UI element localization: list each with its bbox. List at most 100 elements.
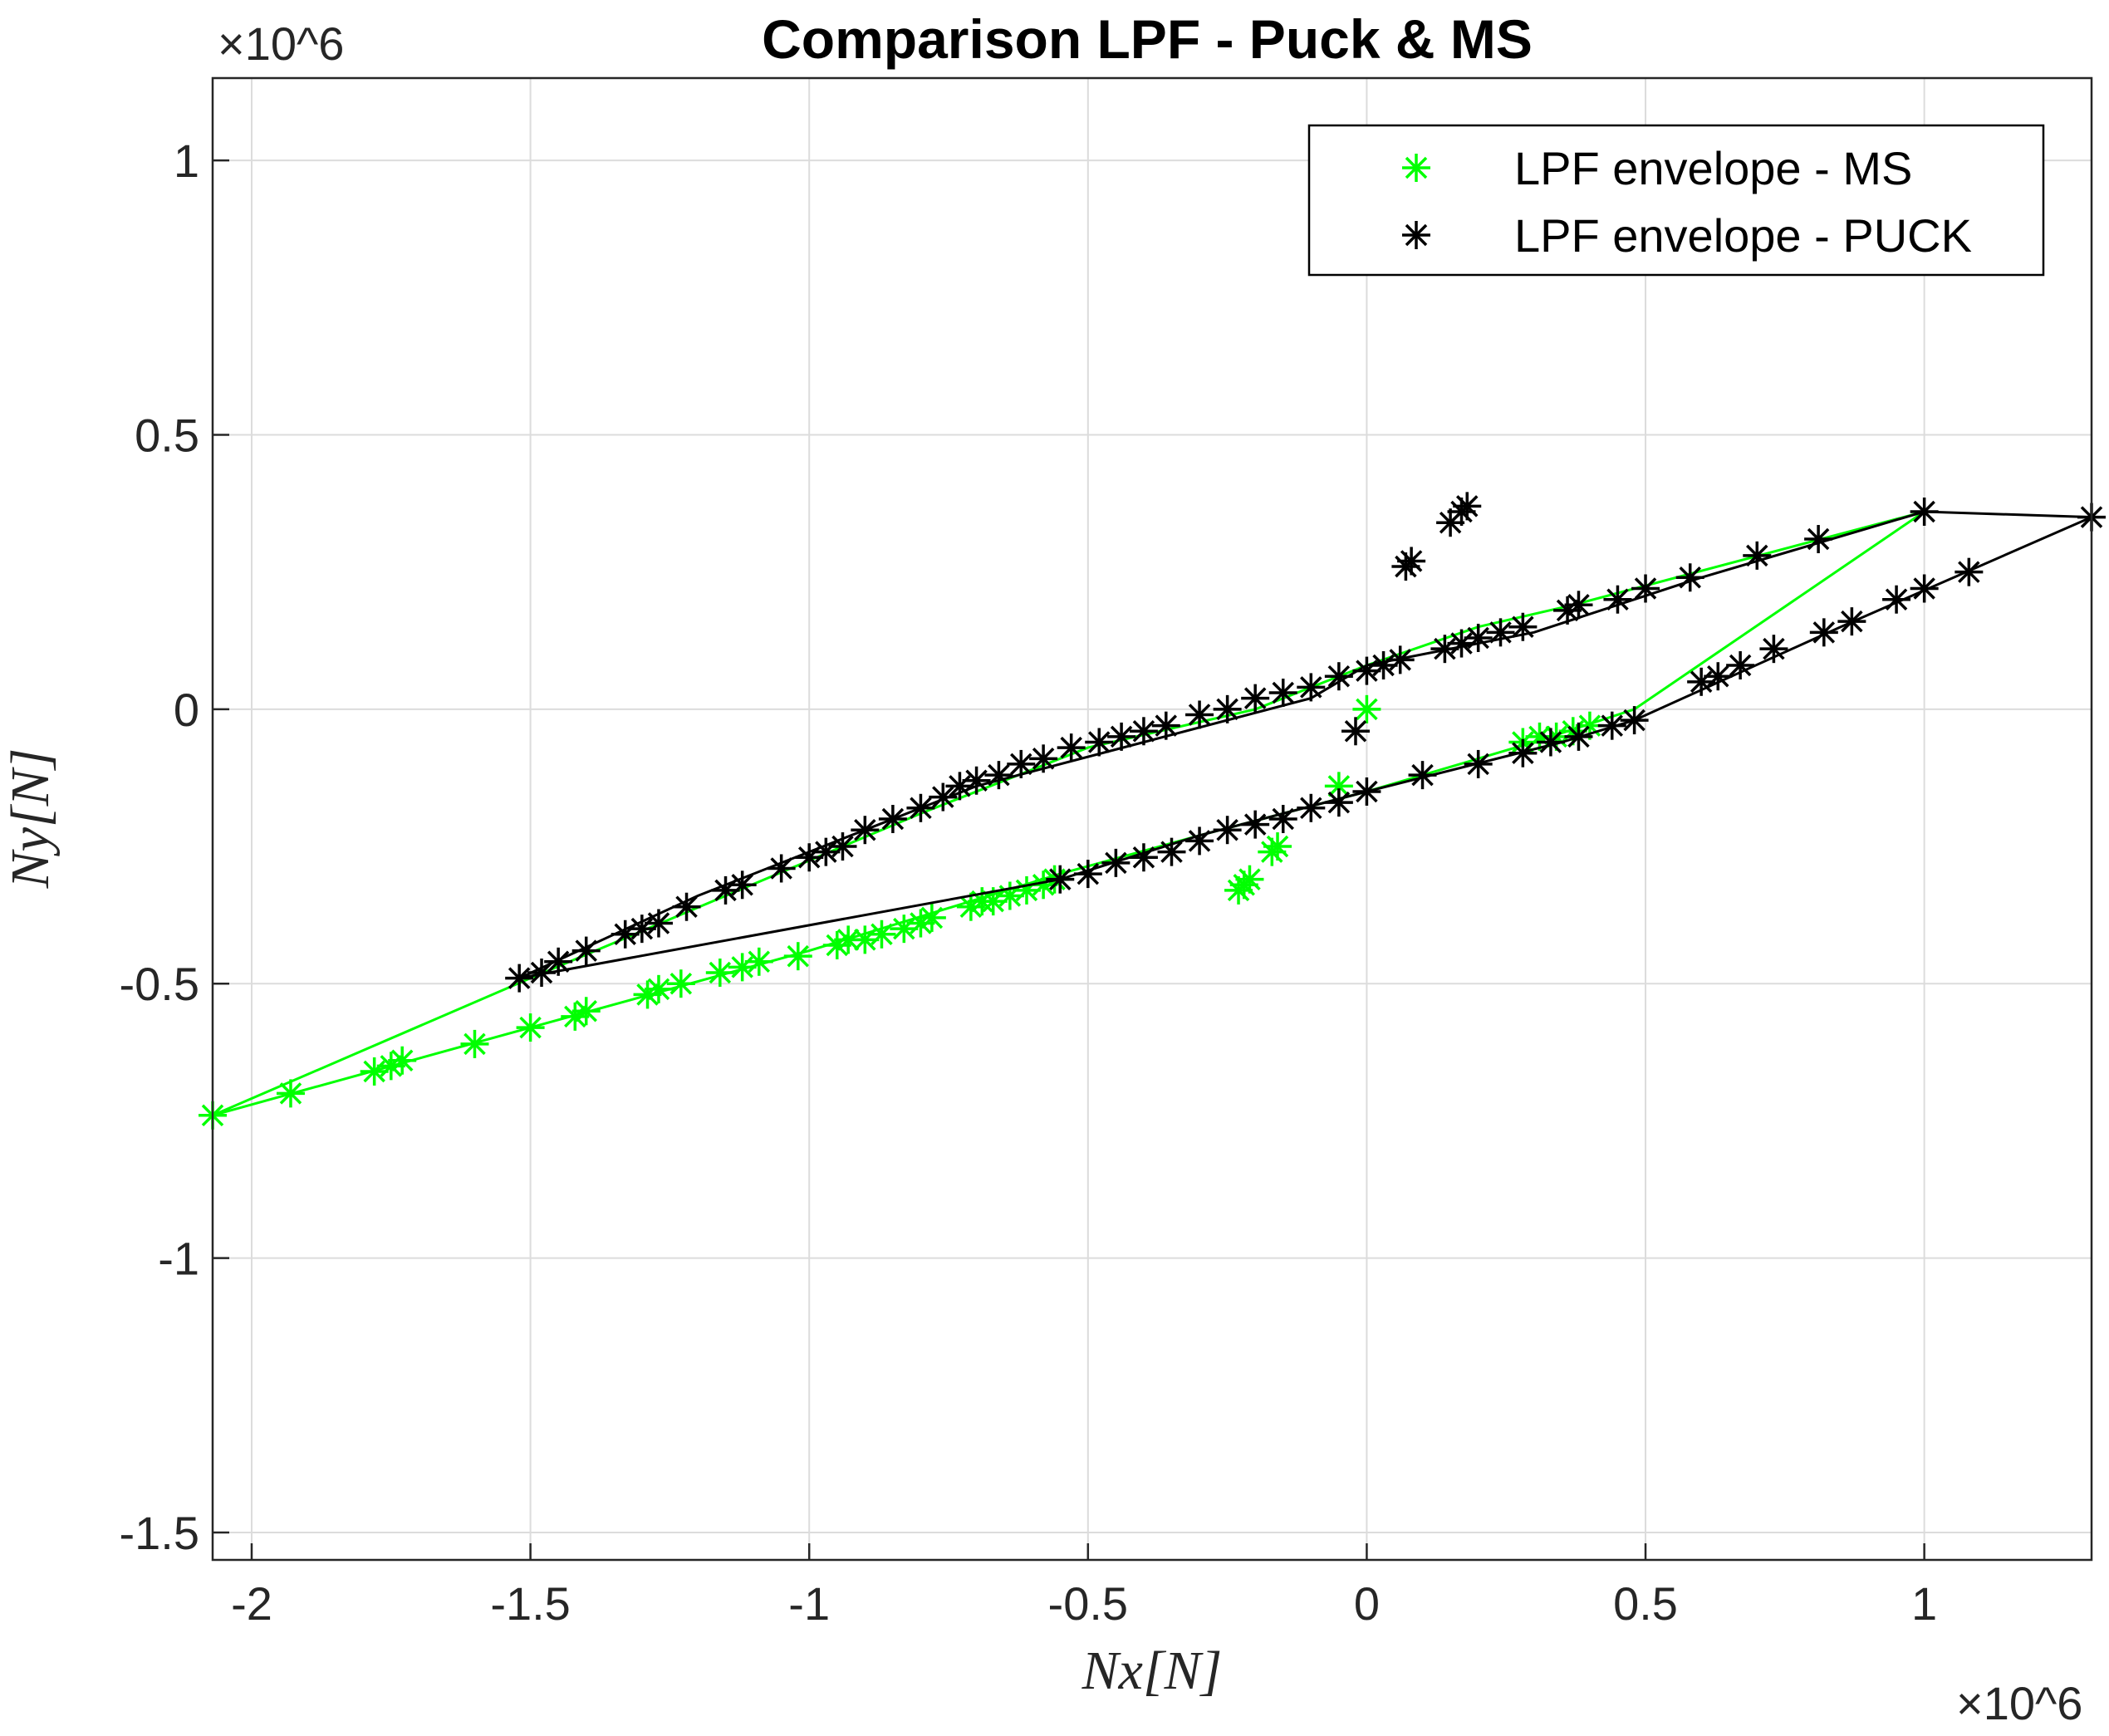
series-1-point [1447, 629, 1476, 658]
series-1-point [1536, 728, 1565, 757]
series-1-point [1129, 843, 1158, 872]
series-1-point [1687, 667, 1716, 696]
series-1-point [571, 936, 601, 965]
y-tick-label: 1 [174, 135, 199, 187]
series-1-point [1101, 848, 1131, 877]
series-1-point [1837, 607, 1866, 636]
series-1-point [1955, 557, 1984, 586]
series-1-point [851, 816, 880, 845]
legend-marker-symbol [1402, 154, 1430, 182]
series-0-point [783, 942, 812, 971]
series-1-point [929, 782, 958, 812]
grid [213, 78, 2092, 1560]
series-1-point [1453, 492, 1482, 521]
series-1-point [1464, 623, 1493, 652]
series-1-point [1241, 810, 1270, 839]
legend: LPF envelope - MS LPF envelope - PUCK [1307, 124, 2045, 277]
series-1-point [1804, 525, 1833, 554]
series-0-point [1352, 694, 1381, 723]
series-0-point [1235, 865, 1264, 894]
series-1-point [1297, 673, 1326, 702]
legend-marker-puck [1402, 221, 1430, 249]
x-tick-label: 0 [1354, 1577, 1380, 1630]
series-0-point [571, 997, 601, 1026]
y-tick-label: 0.5 [135, 409, 199, 461]
series-1-point [1352, 777, 1381, 806]
series-1-point [1486, 618, 1515, 647]
x-tick-label: -1 [788, 1577, 830, 1630]
series-1-point [1508, 612, 1538, 641]
y-tick-label: 0 [174, 684, 199, 736]
series-1-point [1603, 585, 1632, 614]
series-1-point [1675, 563, 1704, 592]
series-1-point [1743, 541, 1772, 570]
series-0-point [867, 919, 896, 949]
series-1-point [767, 854, 796, 883]
series-1-line [518, 510, 2092, 980]
series-1-point [1007, 749, 1036, 778]
legend-entry-puck: LPF envelope - PUCK [1514, 209, 1972, 262]
x-axis-label: Nx[N] [1081, 1640, 1223, 1701]
series-1-point [1620, 706, 1649, 735]
series-0-point [644, 974, 673, 1003]
axis-ticks: -2 -1.5 -1 -0.5 0 0.5 1 -1.5 -1 -0.5 0 0.5 1 [120, 135, 1938, 1630]
series-1-point [1631, 574, 1660, 603]
y-axis-label: Ny[N] [0, 748, 61, 890]
x-tick-label: 1 [1911, 1577, 1937, 1630]
series-0 [199, 510, 1925, 1130]
series-1-point [505, 964, 534, 993]
series-1-point [1324, 662, 1353, 691]
series-1-point [644, 909, 673, 938]
series-0-point [744, 947, 773, 976]
series-1-point [1073, 860, 1102, 889]
series-1-point [1151, 711, 1180, 740]
plot-area-border [211, 76, 2093, 1562]
series-0-point [516, 1013, 545, 1042]
series-0-line [212, 510, 1925, 1117]
series-1-point [1085, 728, 1114, 757]
series-0-point [666, 969, 695, 998]
legend-marker-symbol [1402, 221, 1430, 249]
series-1-point [1341, 717, 1370, 746]
series-1-point [1241, 684, 1270, 713]
series-1-point [527, 959, 557, 988]
series-1-point [1910, 574, 1939, 603]
plot-series [199, 492, 2106, 1130]
series-1-point [984, 761, 1013, 790]
series-1-point [906, 793, 935, 822]
series-1-point [1046, 865, 1075, 894]
y-tick-label: -1.5 [120, 1507, 200, 1559]
series-1 [505, 492, 2106, 993]
x-tick-label: -2 [231, 1577, 272, 1630]
series-0-point [388, 1046, 417, 1075]
legend-marker-ms [1402, 154, 1430, 182]
series-1-point [1391, 552, 1420, 581]
y-tick-label: -1 [158, 1233, 199, 1285]
chart-title: Comparison LPF - Puck & MS [762, 8, 1533, 70]
x-tick-label: -0.5 [1048, 1577, 1129, 1630]
series-1-point [1057, 733, 1086, 763]
series-1-point [1408, 761, 1437, 790]
series-1-point [1268, 805, 1297, 833]
y-tick-label: -0.5 [120, 958, 200, 1010]
series-1-point [1213, 816, 1242, 845]
series-1-point [672, 892, 701, 921]
series-1-point [1129, 717, 1158, 746]
series-1-point [1882, 585, 1911, 614]
series-1-point [1297, 793, 1326, 822]
x-tick-label: 0.5 [1613, 1577, 1678, 1630]
series-1-point [1268, 679, 1297, 708]
legend-entry-ms: LPF envelope - MS [1514, 142, 1912, 194]
series-1-point [1553, 596, 1582, 625]
series-1-point [1213, 694, 1242, 723]
series-0-point [276, 1079, 305, 1108]
series-1-point [828, 832, 857, 861]
series-0-point [705, 959, 734, 988]
series-1-point [1185, 700, 1214, 729]
series-1-point [1726, 650, 1755, 679]
series-1-point [1185, 826, 1214, 856]
x-tick-label: -1.5 [490, 1577, 571, 1630]
series-1-point [1386, 645, 1415, 674]
x-exponent-label: ×10^6 [1956, 1677, 2082, 1729]
